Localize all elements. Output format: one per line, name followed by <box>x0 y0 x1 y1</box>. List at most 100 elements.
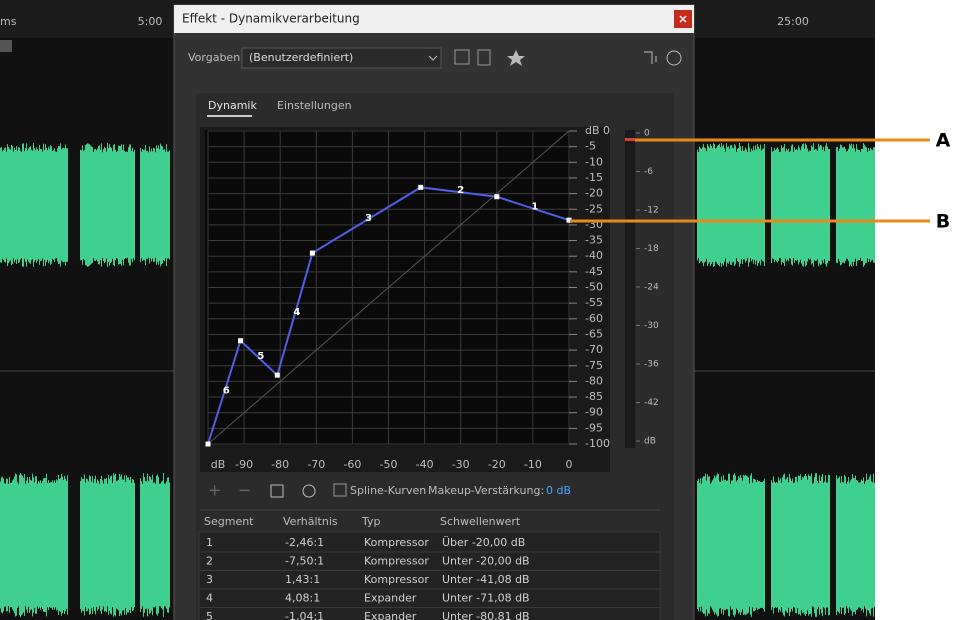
waveform <box>808 474 809 616</box>
waveform <box>116 481 117 609</box>
meter-label: -12 <box>644 206 659 216</box>
waveform <box>9 148 10 262</box>
waveform <box>133 479 134 611</box>
waveform <box>752 482 753 608</box>
waveform <box>103 483 104 607</box>
waveform <box>64 148 65 262</box>
waveform <box>19 147 20 263</box>
waveform <box>746 475 747 615</box>
waveform <box>709 147 710 263</box>
waveform <box>795 149 796 261</box>
waveform <box>808 151 809 259</box>
waveform <box>726 143 727 267</box>
spline-checkbox[interactable] <box>333 483 347 497</box>
waveform <box>128 477 129 613</box>
waveform <box>46 147 47 263</box>
waveform <box>100 149 101 261</box>
waveform <box>160 143 161 267</box>
tab[interactable]: Dynamik <box>208 99 257 112</box>
y-tick-label: -65 <box>585 327 603 340</box>
waveform <box>59 146 60 264</box>
reset-graph[interactable] <box>270 484 284 498</box>
waveform <box>156 145 157 265</box>
waveform <box>809 475 810 615</box>
waveform <box>751 148 752 262</box>
info[interactable] <box>666 50 682 66</box>
waveform <box>15 473 16 617</box>
table-cell: Kompressor <box>364 536 429 549</box>
favorite[interactable] <box>507 50 525 66</box>
waveform <box>21 151 22 259</box>
makeup-value[interactable]: 0 dB <box>546 484 571 497</box>
waveform <box>111 475 112 615</box>
table-body <box>198 531 661 620</box>
waveform <box>820 144 821 266</box>
remove-point[interactable]: − <box>238 481 251 500</box>
waveform <box>118 479 119 611</box>
waveform <box>843 482 844 608</box>
column-header: Segment <box>204 515 254 528</box>
invert-graph[interactable] <box>302 484 316 498</box>
waveform <box>147 473 148 617</box>
waveform <box>815 149 816 261</box>
waveform <box>141 151 142 259</box>
waveform <box>728 146 729 264</box>
waveform <box>751 473 752 617</box>
waveform <box>746 149 747 261</box>
waveform <box>91 481 92 609</box>
waveform <box>85 482 86 608</box>
waveform <box>856 144 857 266</box>
routing[interactable] <box>644 51 657 64</box>
waveform <box>17 150 18 260</box>
waveform <box>60 143 61 267</box>
waveform <box>705 473 706 617</box>
waveform <box>845 476 846 614</box>
waveform <box>837 478 838 612</box>
waveform <box>771 147 772 263</box>
waveform <box>720 481 721 609</box>
waveform <box>127 152 128 258</box>
waveform <box>98 145 99 265</box>
waveform <box>726 481 727 609</box>
waveform <box>34 482 35 608</box>
waveform <box>114 475 115 615</box>
preset-dropdown[interactable] <box>241 47 442 69</box>
add-point[interactable]: + <box>208 481 221 500</box>
y-tick-label: -95 <box>585 421 603 434</box>
waveform <box>28 483 29 607</box>
y-tick-label: -50 <box>585 281 603 294</box>
waveform <box>850 480 851 610</box>
waveform <box>803 143 804 267</box>
waveform <box>773 476 774 614</box>
waveform <box>763 148 764 262</box>
waveform <box>103 148 104 262</box>
waveform <box>23 477 24 613</box>
waveform <box>131 150 132 260</box>
waveform <box>739 477 740 613</box>
waveform <box>153 147 154 263</box>
waveform <box>92 475 93 615</box>
waveform <box>24 473 25 617</box>
waveform <box>819 146 820 264</box>
waveform <box>130 476 131 614</box>
waveform <box>94 149 95 261</box>
waveform <box>733 474 734 616</box>
delete-preset[interactable] <box>477 49 491 66</box>
waveform <box>732 480 733 610</box>
waveform <box>169 150 170 260</box>
waveform <box>723 475 724 615</box>
waveform <box>813 482 814 608</box>
waveform <box>165 151 166 259</box>
waveform <box>856 480 857 610</box>
waveform <box>783 474 784 616</box>
tab[interactable]: Einstellungen <box>277 99 352 112</box>
waveform <box>776 148 777 262</box>
waveform <box>780 478 781 612</box>
save-preset[interactable] <box>454 49 470 65</box>
x-tick-label: 0 <box>566 458 573 471</box>
waveform <box>26 480 27 610</box>
waveform <box>88 481 89 609</box>
waveform <box>164 483 165 607</box>
waveform <box>756 482 757 608</box>
